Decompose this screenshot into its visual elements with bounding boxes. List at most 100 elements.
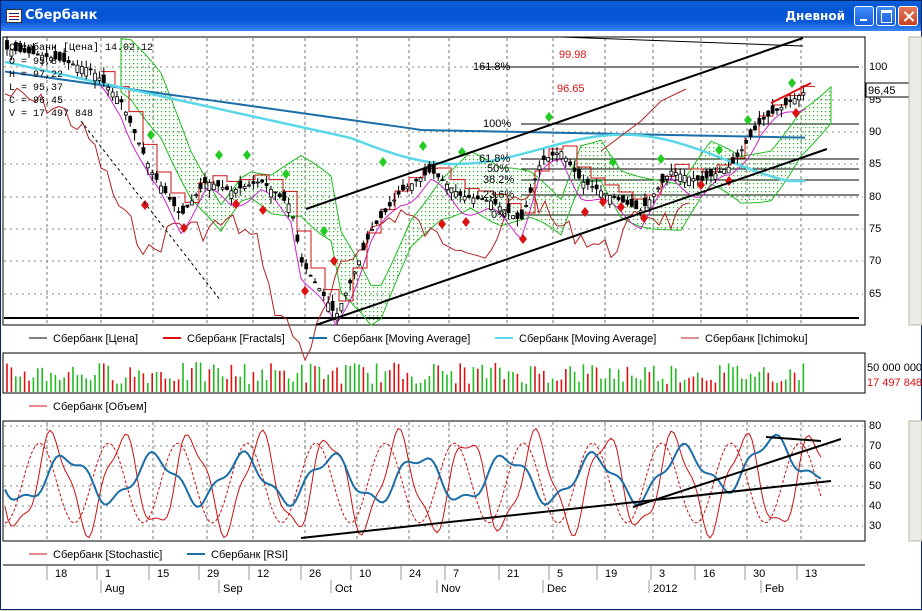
candle-body [326, 302, 331, 312]
fractal-down-marker [232, 199, 240, 209]
candle-body [71, 63, 75, 66]
rsi-trend-line [632, 438, 842, 508]
candle-body [137, 142, 141, 145]
candle-body [35, 53, 40, 56]
fractal-down-marker [141, 200, 149, 210]
candle-body [475, 195, 480, 200]
candle-body [484, 199, 489, 202]
candle-body [691, 178, 696, 182]
candle-body [273, 191, 278, 194]
time-day-label: 5 [557, 568, 563, 580]
candle-body [172, 196, 177, 207]
candle-body [783, 98, 788, 105]
fractal-up-marker [609, 157, 617, 167]
fib-61-label: 61.8% [479, 153, 510, 165]
candle-body [634, 200, 639, 210]
candle-body [286, 203, 291, 213]
fib-38-label: 38.2% [483, 174, 514, 186]
candle-body [418, 177, 423, 182]
time-axis: 18 1 15 29 12 26 10 24 7 21 5 19 3 16 30 13 Aug Sep Oct Nov… [46, 566, 817, 595]
candle-body [713, 173, 718, 180]
time-month-label: 2012 [653, 583, 677, 595]
candle-body [651, 193, 656, 197]
info-line-low: L = 95,37 [9, 83, 63, 94]
fractal-up-marker [282, 169, 290, 179]
channel-lower-line [315, 148, 828, 326]
oscillator-scrollbar[interactable] [908, 420, 922, 542]
candle-body [308, 274, 313, 277]
title-bar[interactable]: Сбербанк Дневной [1, 1, 921, 31]
rsi-line [4, 433, 822, 508]
candle-body [656, 187, 661, 190]
fractal-up-marker [545, 112, 553, 122]
candle-body [163, 186, 168, 194]
candle-body [748, 129, 753, 138]
ichimoku-cloud [120, 38, 832, 326]
fractal-down-marker [330, 256, 338, 266]
target-lower-label: 96.65 [557, 83, 585, 95]
candle-body [150, 172, 155, 175]
minimize-button[interactable] [854, 6, 874, 26]
candle-body [84, 67, 89, 77]
ichimoku-kijun-line [101, 71, 815, 302]
candle-body [299, 257, 304, 263]
fractal-up-marker [744, 115, 752, 125]
candle-body [216, 180, 221, 187]
time-day-label: 19 [605, 568, 617, 580]
candle-body [682, 175, 687, 183]
projection-line [600, 88, 687, 152]
candle-body [167, 197, 172, 200]
volume-last-value: 17 497 848 [867, 377, 922, 389]
candle-body [753, 125, 757, 131]
candle-body [537, 165, 542, 170]
candle-body [445, 183, 449, 190]
price-tick-90: 90 [869, 126, 881, 138]
candle-body [687, 176, 691, 187]
osc-tick-70: 70 [869, 440, 881, 452]
candle-body [57, 52, 62, 61]
time-day-label: 26 [309, 568, 321, 580]
candle-body [506, 203, 511, 214]
candle-body [669, 170, 674, 176]
candle-body [27, 46, 31, 54]
candle-body [343, 292, 348, 296]
legend-price: Сбербанк [Цена] [53, 333, 138, 345]
price-series [4, 36, 822, 539]
time-day-label: 10 [359, 568, 371, 580]
fractal-up-marker [379, 157, 387, 167]
candle-body [761, 117, 766, 120]
osc-tick-50: 50 [869, 480, 881, 492]
close-button[interactable] [898, 6, 918, 26]
timeframe-label[interactable]: Дневной [785, 9, 845, 23]
price-scrollbar[interactable] [908, 36, 922, 326]
candle-body [471, 197, 476, 204]
candle-body [717, 171, 722, 174]
fib-23-label: 23.6% [483, 189, 514, 201]
chart-area[interactable]: Сбербанк [Цена] 14.02.12 O = 95,8 H = 97… [1, 31, 922, 611]
candle-body [269, 188, 273, 198]
time-day-label: 30 [753, 568, 765, 580]
price-axis: 100 95 90 85 80 75 70 65 96,45 [865, 61, 911, 300]
stochastic-signal-line [4, 442, 822, 524]
candle-body [766, 110, 771, 117]
fib-0-label: 0% [491, 209, 507, 221]
candle-body [119, 99, 124, 103]
candle-body [370, 228, 375, 231]
fractal-down-marker [792, 108, 800, 118]
candle-body [458, 191, 463, 196]
candle-body [436, 173, 441, 178]
candle-body [678, 173, 683, 182]
candle-body [770, 105, 775, 114]
candle-body [22, 48, 27, 53]
candle-body [665, 175, 669, 180]
candle-body [409, 183, 414, 191]
main-legend: Сбербанк [Цена] Сбербанк [Fractals] Сбер… [29, 333, 808, 345]
candle-body [673, 172, 678, 176]
candle-body [612, 196, 617, 199]
candle-body [277, 193, 282, 198]
fib-anchor-line [560, 36, 804, 47]
volume-bars [6, 362, 805, 392]
maximize-button[interactable] [876, 6, 896, 26]
candle-body [49, 57, 53, 61]
fractal-up-marker [320, 226, 328, 236]
